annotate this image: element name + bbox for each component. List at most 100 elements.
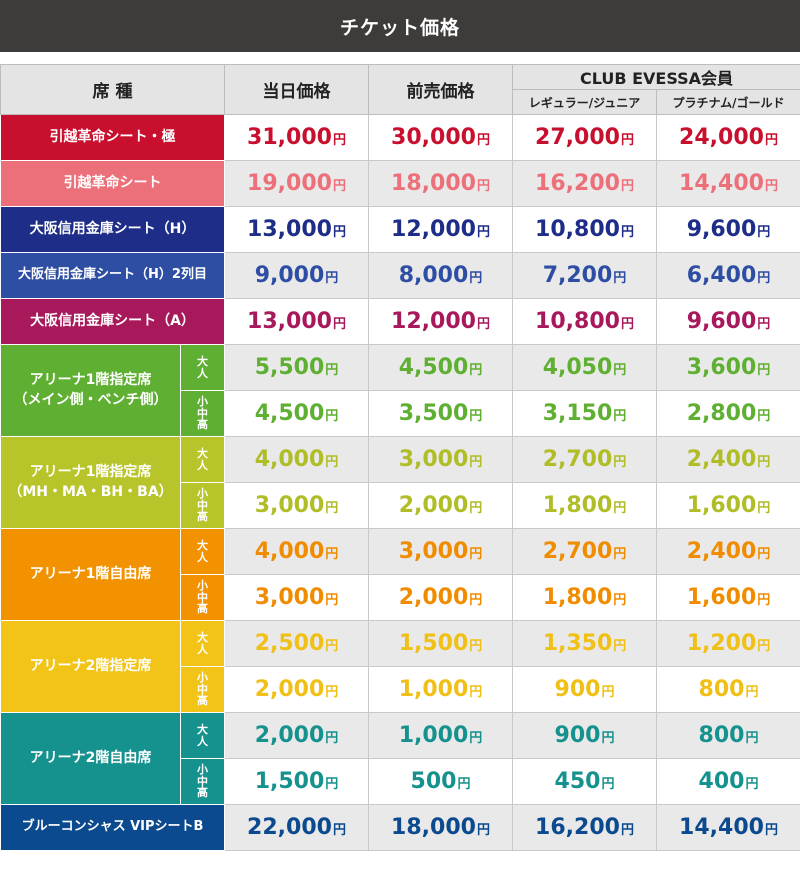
seat-type-cell: 大阪信用金庫シート（H）2列目 [0, 252, 226, 299]
price-value: 1,000 [398, 723, 469, 748]
same-day-price: 3,000円 [224, 482, 370, 529]
advance-price: 4,500円 [368, 344, 514, 391]
seat-type-cell: アリーナ2階自由席 [0, 712, 181, 805]
yen-unit: 円 [764, 823, 778, 838]
price-value: 18,000 [391, 171, 476, 196]
price-value: 2,800 [686, 401, 757, 426]
advance-price: 2,000円 [368, 574, 514, 621]
yen-unit: 円 [476, 225, 490, 240]
yen-unit: 円 [332, 133, 346, 148]
regular-junior-price: 2,700円 [512, 528, 658, 575]
platinum-gold-price: 24,000円 [656, 114, 800, 161]
seat-name-line1: アリーナ2階自由席 [29, 749, 152, 766]
advance-price: 8,000円 [368, 252, 514, 299]
price-value: 2,500 [254, 631, 325, 656]
price-value: 3,000 [254, 585, 325, 610]
yen-unit: 円 [757, 225, 771, 240]
yen-unit: 円 [332, 823, 346, 838]
same-day-price: 2,500円 [224, 620, 370, 667]
seat-name-line1: アリーナ1階指定席 [29, 371, 152, 388]
yen-unit: 円 [620, 317, 634, 332]
yen-unit: 円 [325, 685, 339, 700]
table-row: 引越革命シート・極 31,000円 30,000円 27,000円 24,000円 [0, 114, 800, 161]
price-value: 2,000 [398, 585, 469, 610]
table-row: 大阪信用金庫シート（A） 13,000円 12,000円 10,800円 9,600円 [0, 298, 800, 345]
regular-junior-price: 1,350円 [512, 620, 658, 667]
advance-price: 30,000円 [368, 114, 514, 161]
advance-price: 18,000円 [368, 160, 514, 207]
price-value: 3,150 [542, 401, 613, 426]
price-value: 3,000 [398, 447, 469, 472]
platinum-gold-price: 6,400円 [656, 252, 800, 299]
price-value: 2,000 [254, 723, 325, 748]
yen-unit: 円 [757, 363, 771, 378]
regular-junior-price: 1,800円 [512, 574, 658, 621]
price-value: 5,500 [254, 355, 325, 380]
table-row: 小中高 3,000円 2,000円 1,800円 1,600円 [1, 482, 800, 529]
yen-unit: 円 [469, 731, 483, 746]
price-value: 4,500 [254, 401, 325, 426]
seat-type-cell: 引越革命シート・極 [0, 114, 226, 161]
yen-unit: 円 [457, 777, 471, 792]
seat-type-cell: 大阪信用金庫シート（A） [0, 298, 226, 345]
advance-price: 3,500円 [368, 390, 514, 437]
table-row: アリーナ1階自由席 大人 4,000円 3,000円 2,700円 2,400円 [0, 528, 800, 621]
age-category-cell: 大人 [179, 344, 226, 391]
age-category-label: 小中高 [197, 395, 208, 432]
advance-price: 12,000円 [368, 206, 514, 253]
yen-unit: 円 [325, 363, 339, 378]
table-row: 大阪信用金庫シート（H） 13,000円 12,000円 10,800円 9,600円 [0, 206, 800, 253]
table-row: 引越革命シート 19,000円 18,000円 16,200円 14,400円 [0, 160, 800, 207]
price-value: 6,400 [686, 263, 757, 288]
yen-unit: 円 [469, 593, 483, 608]
yen-unit: 円 [757, 271, 771, 286]
regular-junior-price: 10,800円 [512, 298, 658, 345]
price-value: 9,600 [686, 309, 757, 334]
yen-unit: 円 [745, 731, 759, 746]
price-value: 4,050 [542, 355, 613, 380]
yen-unit: 円 [469, 455, 483, 470]
price-value: 7,200 [542, 263, 613, 288]
table-header: 席 種 当日価格 前売価格 CLUB EVESSA会員 レギュラー/ジュニア プ… [0, 64, 800, 115]
yen-unit: 円 [764, 133, 778, 148]
age-category-label: 大人 [197, 446, 208, 472]
yen-unit: 円 [613, 363, 627, 378]
price-value: 27,000 [535, 125, 620, 150]
price-value: 24,000 [679, 125, 764, 150]
price-value: 2,700 [542, 447, 613, 472]
table-row: 小中高 3,000円 2,000円 1,800円 1,600円 [1, 574, 800, 621]
same-day-price: 13,000円 [224, 206, 370, 253]
yen-unit: 円 [332, 179, 346, 194]
regular-junior-price: 7,200円 [512, 252, 658, 299]
regular-junior-price: 1,800円 [512, 482, 658, 529]
yen-unit: 円 [325, 731, 339, 746]
age-category-label: 小中高 [197, 579, 208, 616]
price-value: 2,400 [686, 539, 757, 564]
platinum-gold-price: 1,600円 [656, 482, 800, 529]
age-category-label: 小中高 [197, 763, 208, 800]
regular-junior-price: 27,000円 [512, 114, 658, 161]
same-day-price: 5,500円 [224, 344, 370, 391]
yen-unit: 円 [613, 547, 627, 562]
price-value: 9,000 [254, 263, 325, 288]
header-regular-junior: レギュラー/ジュニア [512, 89, 658, 115]
yen-unit: 円 [757, 547, 771, 562]
price-value: 10,800 [535, 217, 620, 242]
table-row: アリーナ1階指定席 （MH・MA・BH・BA） 大人 4,000円 3,000円 2,70… [0, 436, 800, 529]
title-gap [0, 52, 800, 64]
platinum-gold-price: 14,400円 [656, 804, 800, 851]
yen-unit: 円 [613, 455, 627, 470]
price-value: 450 [554, 769, 601, 794]
yen-unit: 円 [325, 547, 339, 562]
price-value: 1,500 [254, 769, 325, 794]
yen-unit: 円 [469, 639, 483, 654]
price-value: 3,500 [398, 401, 469, 426]
yen-unit: 円 [469, 501, 483, 516]
yen-unit: 円 [325, 409, 339, 424]
yen-unit: 円 [332, 317, 346, 332]
ticket-price-table: 席 種 当日価格 前売価格 CLUB EVESSA会員 レギュラー/ジュニア プ… [0, 64, 800, 851]
seat-type-cell: アリーナ1階自由席 [0, 528, 181, 621]
price-value: 30,000 [391, 125, 476, 150]
regular-junior-price: 10,800円 [512, 206, 658, 253]
price-value: 800 [698, 723, 745, 748]
